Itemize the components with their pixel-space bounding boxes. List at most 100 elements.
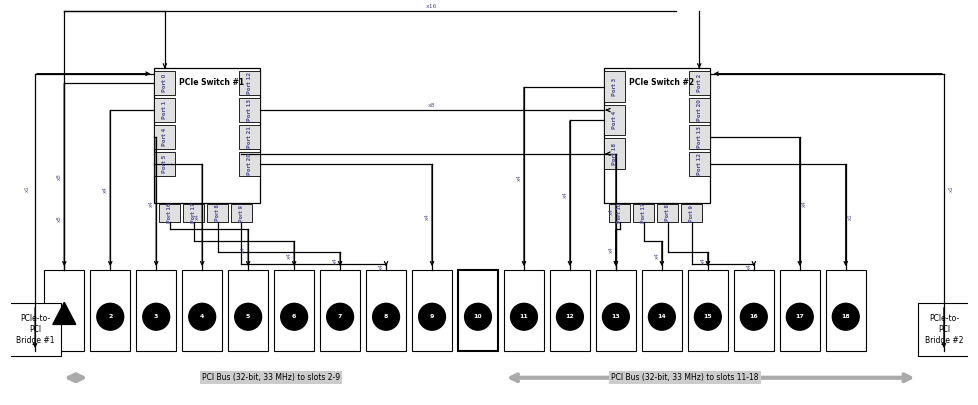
Circle shape	[739, 303, 767, 330]
Bar	[412, 270, 452, 351]
Text: Port 16: Port 16	[167, 203, 172, 223]
Text: x4: x4	[103, 186, 108, 193]
Text: 10: 10	[473, 314, 482, 319]
Text: x1: x1	[847, 213, 852, 220]
Bar	[681, 205, 701, 222]
Text: x1: x1	[948, 185, 954, 192]
Text: 16: 16	[749, 314, 757, 319]
Bar	[458, 270, 498, 351]
Polygon shape	[53, 303, 75, 324]
Bar	[688, 71, 709, 95]
Bar	[44, 270, 84, 351]
Text: Port 4: Port 4	[162, 128, 167, 146]
Text: Port 12: Port 12	[246, 72, 251, 94]
Bar	[687, 270, 728, 351]
Circle shape	[693, 303, 721, 330]
Text: Port 12: Port 12	[696, 153, 701, 175]
Bar	[688, 152, 709, 176]
Circle shape	[189, 303, 215, 330]
Text: x4: x4	[516, 175, 521, 181]
Bar	[274, 270, 314, 351]
Text: Port 8: Port 8	[215, 205, 220, 222]
Text: x4: x4	[562, 192, 567, 198]
Bar	[733, 270, 774, 351]
Text: Port 2: Port 2	[696, 74, 701, 92]
Text: Port 10: Port 10	[616, 203, 622, 223]
Text: 5: 5	[245, 314, 250, 319]
Text: Port 9: Port 9	[239, 205, 244, 222]
Text: 17: 17	[794, 314, 803, 319]
Bar	[504, 270, 544, 351]
Bar	[916, 303, 969, 356]
Text: Port 13: Port 13	[246, 99, 251, 121]
Text: x4: x4	[333, 258, 337, 264]
Bar	[136, 270, 176, 351]
Bar	[656, 205, 678, 222]
Text: 8: 8	[383, 314, 388, 319]
Bar	[603, 71, 625, 102]
Text: 11: 11	[519, 314, 528, 319]
Text: Port 5: Port 5	[162, 155, 167, 173]
Text: x8: x8	[57, 215, 62, 222]
Text: Port 8: Port 8	[664, 205, 670, 222]
Text: Port 3: Port 3	[612, 77, 617, 96]
Text: 15: 15	[703, 314, 712, 319]
Text: 13: 13	[611, 314, 620, 319]
Circle shape	[647, 303, 675, 330]
Bar	[155, 71, 175, 95]
Bar	[239, 98, 259, 122]
Bar	[239, 152, 259, 176]
Text: x4: x4	[654, 252, 659, 258]
Text: Port 17: Port 17	[191, 203, 196, 223]
Bar	[608, 205, 630, 222]
Bar	[239, 71, 259, 95]
Text: Port 20: Port 20	[696, 99, 701, 121]
Bar	[228, 270, 268, 351]
Text: x4: x4	[287, 252, 291, 258]
Circle shape	[143, 303, 169, 330]
Text: 2: 2	[108, 314, 112, 319]
Circle shape	[327, 303, 353, 330]
Bar	[182, 270, 222, 351]
Circle shape	[281, 303, 307, 330]
Text: x4: x4	[378, 263, 383, 270]
Bar	[231, 205, 251, 222]
Circle shape	[419, 303, 445, 330]
Bar	[603, 139, 625, 169]
Bar	[155, 152, 175, 176]
Text: 12: 12	[565, 314, 574, 319]
Bar	[183, 205, 203, 222]
Bar	[159, 205, 180, 222]
Text: Port 0: Port 0	[162, 74, 167, 92]
Bar	[90, 270, 130, 351]
Text: 3: 3	[154, 314, 158, 319]
Text: PCIe-to-
PCI
Bridge #2: PCIe-to- PCI Bridge #2	[923, 314, 962, 345]
Text: x4: x4	[608, 246, 613, 253]
Bar	[155, 68, 259, 202]
Text: 14: 14	[657, 314, 666, 319]
Bar	[824, 270, 865, 351]
Circle shape	[511, 303, 537, 330]
Text: 7: 7	[337, 314, 342, 319]
Text: Port 13: Port 13	[696, 126, 701, 148]
Text: Port 17: Port 17	[641, 203, 645, 223]
Text: x4: x4	[608, 208, 613, 215]
Text: x4: x4	[149, 200, 154, 207]
Text: 4: 4	[200, 314, 204, 319]
Bar	[155, 125, 175, 149]
Text: Port 20: Port 20	[246, 153, 251, 175]
Circle shape	[235, 303, 261, 330]
Text: PCIe Switch #2: PCIe Switch #2	[629, 78, 693, 87]
Text: x8: x8	[427, 103, 435, 108]
Bar	[778, 270, 819, 351]
Text: x4: x4	[746, 263, 751, 270]
Bar	[596, 270, 636, 351]
Circle shape	[465, 303, 491, 330]
Text: PCIe-to-
PCI
Bridge #1: PCIe-to- PCI Bridge #1	[16, 314, 55, 345]
Bar	[688, 125, 709, 149]
Circle shape	[831, 303, 859, 330]
Bar	[603, 68, 709, 202]
Text: PCIe Switch #1: PCIe Switch #1	[179, 78, 244, 87]
Text: 6: 6	[291, 314, 296, 319]
Circle shape	[785, 303, 813, 330]
